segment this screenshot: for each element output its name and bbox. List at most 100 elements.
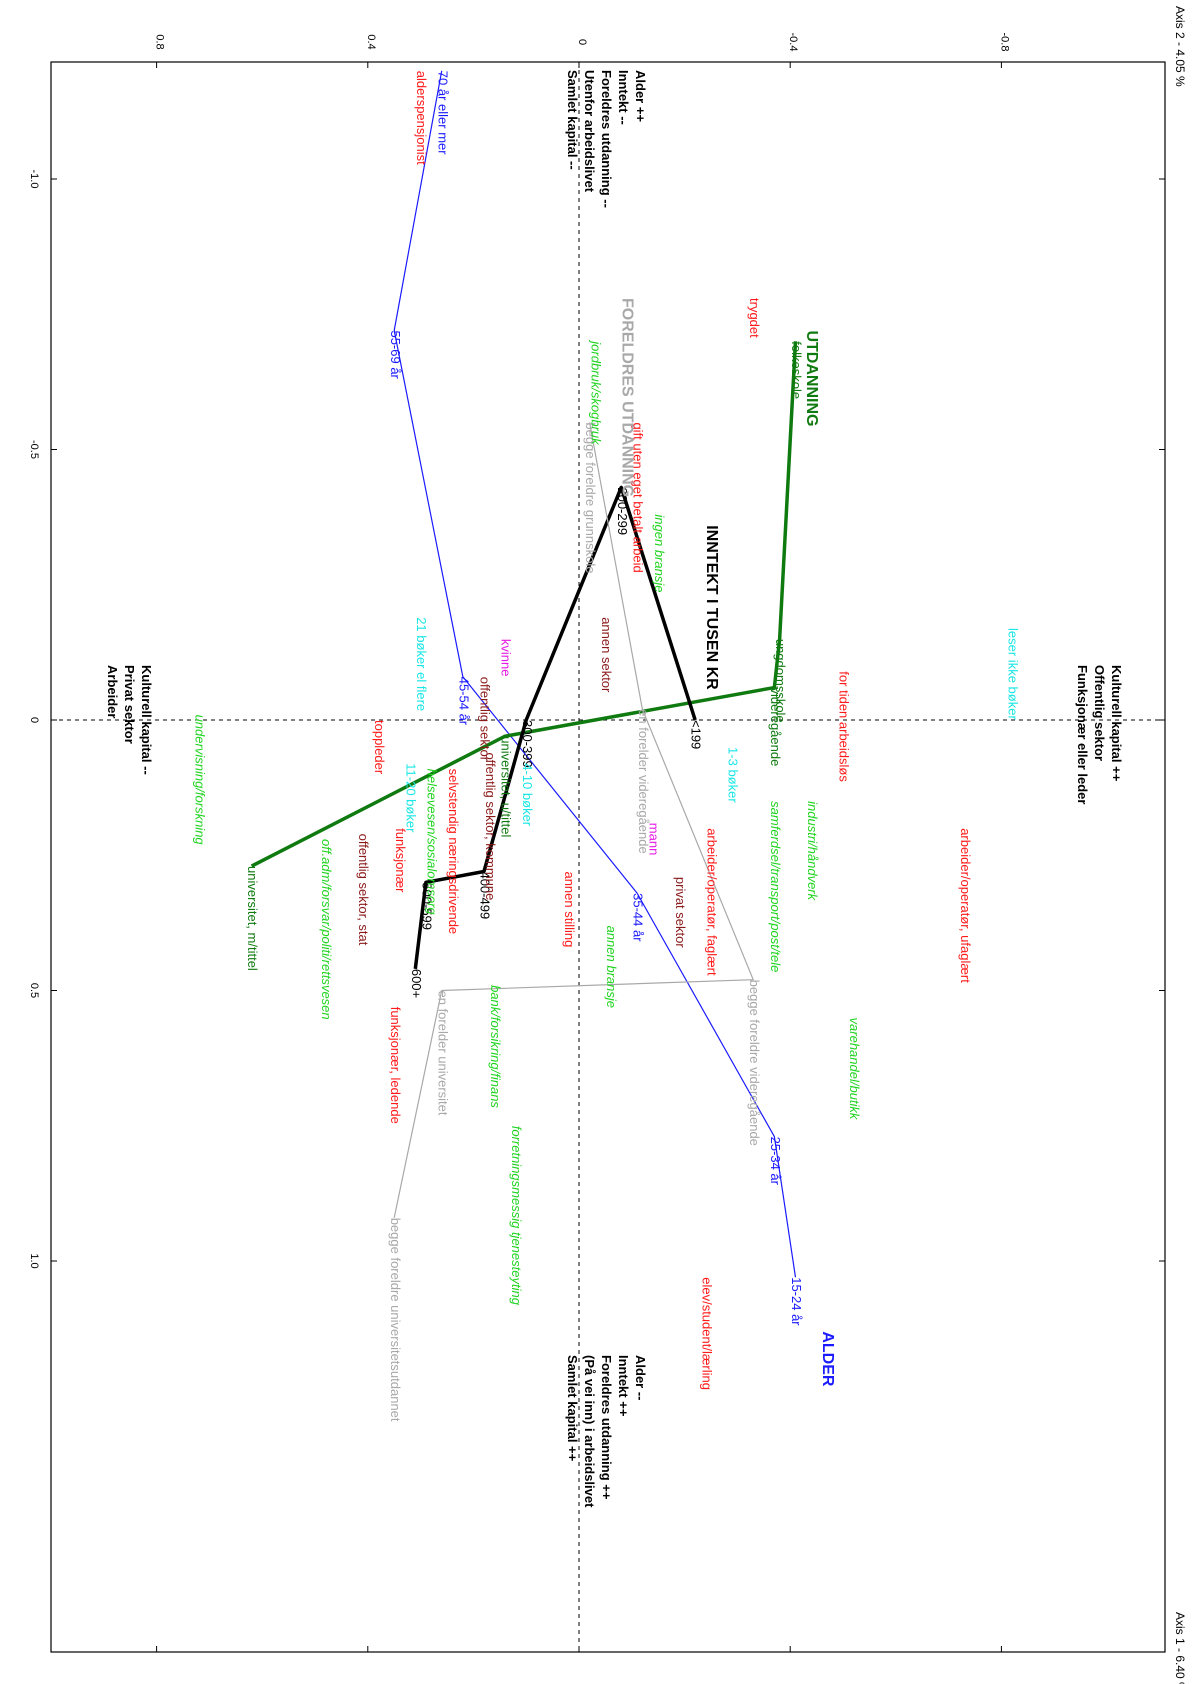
category-label-privat-sektor: privat sektor bbox=[673, 877, 688, 948]
category-label-funksjonær: funksjonær bbox=[393, 828, 408, 893]
category-label-arbeider-operatør-faglært: arbeider/operatør, faglært bbox=[705, 828, 720, 976]
pole-label-bottom-left: Kulturell kapital -- bbox=[139, 665, 154, 775]
axis1-tick-label: 0 bbox=[28, 717, 40, 723]
category-label-selvstendig-næringsdrivende: selvstendig næringsdrivende bbox=[446, 769, 461, 934]
category-label-1-3-bøker: 1-3 bøker bbox=[726, 747, 741, 803]
category-label-trygdet: trygdet bbox=[747, 298, 762, 338]
series-lines bbox=[250, 70, 798, 1278]
axis2-tick-label: 0.4 bbox=[365, 34, 377, 49]
group-title-inntekt-i-tusen-kr: INNTEKT I TUSEN KR bbox=[703, 525, 720, 690]
category-label-annen-sektor: annen sektor bbox=[599, 617, 614, 693]
category-label-21-bøker-el-flere: 21 bøker el flere bbox=[414, 617, 429, 711]
axis2-tick-label: 0 bbox=[576, 39, 588, 45]
axis2-tick-label: -0.4 bbox=[787, 33, 799, 52]
series-point-label-folkeskole: folkeskole bbox=[789, 341, 804, 399]
series-point-label-300-399: 300-399 bbox=[520, 720, 535, 768]
axis2-tick-label: 0.8 bbox=[154, 34, 166, 49]
axis1-title: Axis 1 - 6.40 % bbox=[1173, 1612, 1187, 1684]
category-label-bank-forsikring-finans: bank/forsikring/finans bbox=[488, 985, 503, 1108]
series-line-utdanning bbox=[250, 341, 798, 868]
category-label-mann: mann bbox=[646, 823, 661, 856]
group-title-alder: ALDER bbox=[819, 1331, 836, 1387]
series-point-label-15-24-år: 15-24 år bbox=[789, 1277, 804, 1326]
pole-labels: Alder ++Inntekt --Foreldres utdanning --… bbox=[105, 70, 1124, 1508]
axis1-tick-label: -1.0 bbox=[28, 170, 40, 189]
plot-frame bbox=[50, 61, 1166, 1653]
category-label-samferdsel-transport-post-tele: samferdsel/transport/post/tele bbox=[768, 801, 783, 972]
category-label-11-20-bøker: 11-20 bøker bbox=[404, 763, 419, 833]
pole-label-top-left: Samlet kapital -- bbox=[565, 70, 580, 170]
category-label-offentlig-sektor: offentlig sektor bbox=[478, 677, 493, 762]
axis2-title: Axis 2 - 4.05 % bbox=[1173, 6, 1187, 87]
category-label-varehandel-butikk: varehandel/butikk bbox=[847, 1018, 862, 1121]
group-title-foreldres-utdanning: FORELDRES UTDANNING bbox=[618, 298, 635, 497]
series-point-label-begge-foreldre-videregående: begge foreldre videregående bbox=[747, 980, 762, 1146]
series-line-foreldres-utdanning bbox=[393, 422, 754, 1218]
pole-label-bottom-right: Inntekt ++ bbox=[616, 1355, 631, 1417]
category-label-elev-student-lærling: elev/student/lærling bbox=[699, 1277, 714, 1390]
pole-label-top-left: Foreldres utdanning -- bbox=[599, 70, 614, 208]
series-line-inntekt-i-tusen-kr bbox=[413, 485, 697, 970]
category-label-jordbruk-skogbruk: jordbruk/skogbruk bbox=[588, 339, 603, 446]
pole-label-top-left: Utenfor arbeidslivet bbox=[582, 70, 597, 193]
series-point-label-en-forelder-universitet: en forelder universitet bbox=[435, 991, 450, 1116]
category-label-undervisning-forskning: undervisning/forskning bbox=[192, 715, 207, 846]
series-point-label-universitet-u-tittel: universitet, u/tittel bbox=[499, 736, 514, 837]
series-line-alder bbox=[393, 70, 797, 1278]
category-label-toppleder: toppleder bbox=[372, 720, 387, 775]
pole-label-top-right: Kulturell kapital ++ bbox=[1109, 665, 1124, 782]
series-point-label-500-599: 500-599 bbox=[419, 882, 434, 930]
category-label-funksjonær-ledende: funksjonær, ledende bbox=[388, 1007, 403, 1124]
series-point-label-videregående: videregående bbox=[768, 688, 783, 767]
category-label-arbeider-operatør-ufaglært: arbeider/operatør, ufaglært bbox=[958, 828, 973, 983]
series-point-label-200-299: 200-299 bbox=[615, 487, 630, 535]
category-label-kvinne: kvinne bbox=[499, 639, 514, 677]
pole-label-bottom-left: Privat sektor bbox=[122, 665, 137, 744]
axis1-tick-label: 1.0 bbox=[28, 1253, 40, 1268]
series-point-label-begge-foreldre-grunnskole: begge foreldre grunnskole bbox=[583, 422, 598, 573]
axis1-tick-label: 0.5 bbox=[28, 983, 40, 998]
series-point-label-35-44-år: 35-44 år bbox=[631, 893, 646, 942]
axis2-tick-label: -0.8 bbox=[998, 33, 1010, 52]
category-label-offentlig-sektor-kommune: offentlig sektor, kommune bbox=[483, 752, 498, 900]
series-point-label-199: <199 bbox=[689, 720, 704, 749]
category-label-annen-stilling: annen stilling bbox=[562, 871, 577, 947]
pole-label-top-right: Offentlig sektor bbox=[1092, 665, 1107, 761]
series-point-label-55-69-år: 55-69 år bbox=[388, 330, 403, 379]
category-label-4-10-bøker: 4-10 bøker bbox=[520, 763, 535, 827]
category-label-industri-håndverk: industri/håndverk bbox=[805, 801, 820, 901]
category-label-for-tiden-arbeidsløs: for tiden arbeidsløs bbox=[837, 671, 852, 782]
category-label-offentlig-sektor-stat: offentlig sektor, stat bbox=[356, 834, 371, 946]
axis-titles: Axis 1 - 6.40 % Axis 2 - 4.05 % bbox=[1173, 6, 1187, 1684]
category-label-gift-uten-eget-betalt-arbeid: gift uten eget betalt arbeid bbox=[631, 422, 646, 572]
series-point-label-400-499: 400-499 bbox=[478, 871, 493, 919]
series-point-label-600: 600+ bbox=[409, 969, 424, 998]
category-label-forretningsmessig-tjenesteyting: forretningsmessig tjenesteyting bbox=[509, 1126, 524, 1306]
category-label-off-adm-forsvar-politi-rettsvesen: off.adm/forsvar/politi/rettsvesen bbox=[319, 839, 334, 1020]
category-label-alderspensjonist: alderspensjonist bbox=[414, 71, 429, 165]
series-point-label-ungdomsskole: ungdomsskole bbox=[773, 639, 788, 723]
pole-label-top-right: Funksjonær eller leder bbox=[1075, 665, 1090, 804]
pole-label-bottom-right: Alder -- bbox=[633, 1355, 648, 1401]
category-label-ingen-bransje: ingen bransje bbox=[652, 514, 667, 592]
pole-label-bottom-right: (På vei inn) i arbeidslivet bbox=[582, 1355, 597, 1508]
category-label-leser-ikke-bøker: leser ikke bøker bbox=[1006, 628, 1021, 720]
series-point-label-begge-foreldre-universitetsutdannet: begge foreldre universitetsutdannet bbox=[388, 1218, 403, 1422]
pole-label-bottom-right: Foreldres utdanning ++ bbox=[599, 1355, 614, 1500]
pole-label-bottom-left: Arbeider bbox=[105, 665, 120, 718]
series-point-label-universitet-m-tittel: universitet, m/tittel bbox=[245, 866, 260, 971]
series-point-label-en-forelder-videregående: en forelder videregående bbox=[636, 709, 651, 854]
axis1-tick-label: -0.5 bbox=[28, 440, 40, 459]
category-label-helsevesen-sosialomsorg: helsevesen/sosialomsorg bbox=[425, 769, 440, 916]
pole-label-top-left: Alder ++ bbox=[633, 70, 648, 122]
category-label-annen-bransje: annen bransje bbox=[604, 926, 619, 1008]
series-point-label-45-54-år: 45-54 år bbox=[456, 677, 471, 726]
series-point-label-70-år-eller-mer: 70 år eller mer bbox=[435, 71, 450, 155]
pole-label-bottom-right: Samlet kapital ++ bbox=[565, 1355, 580, 1462]
group-title-utdanning: UTDANNING bbox=[803, 330, 820, 426]
axis-ticks: -1.0 -0.5 0 0.5 1.0 -0.8 -0.4 0 0.4 0.8 bbox=[28, 33, 1165, 1652]
series-point-label-25-34-år: 25-34 år bbox=[768, 1137, 783, 1186]
pole-label-top-left: Inntekt -- bbox=[616, 70, 631, 125]
category-labels: 70 år eller mer 55-69 år 45-54 år 35-44 år 2… bbox=[192, 71, 1020, 1422]
